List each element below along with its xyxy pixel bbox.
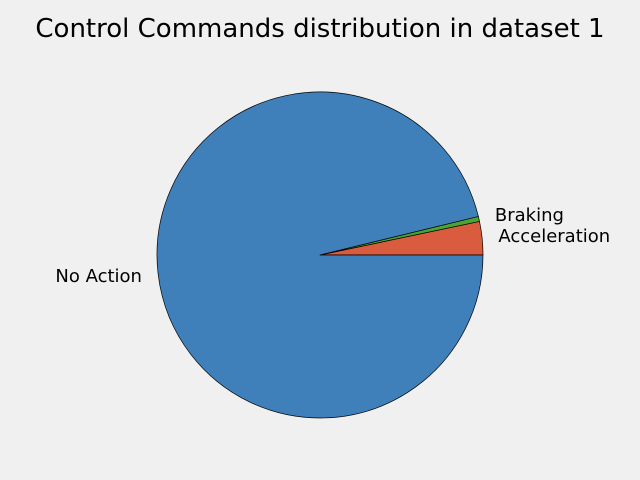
slice-label-braking: Braking [495, 205, 564, 226]
chart-title: Control Commands distribution in dataset… [35, 14, 605, 44]
pie-slices [156, 91, 484, 419]
slice-label-acceleration: Acceleration [498, 226, 610, 247]
slice-label-no-action: No Action [55, 266, 142, 287]
pie-slice-no-action [156, 91, 484, 419]
